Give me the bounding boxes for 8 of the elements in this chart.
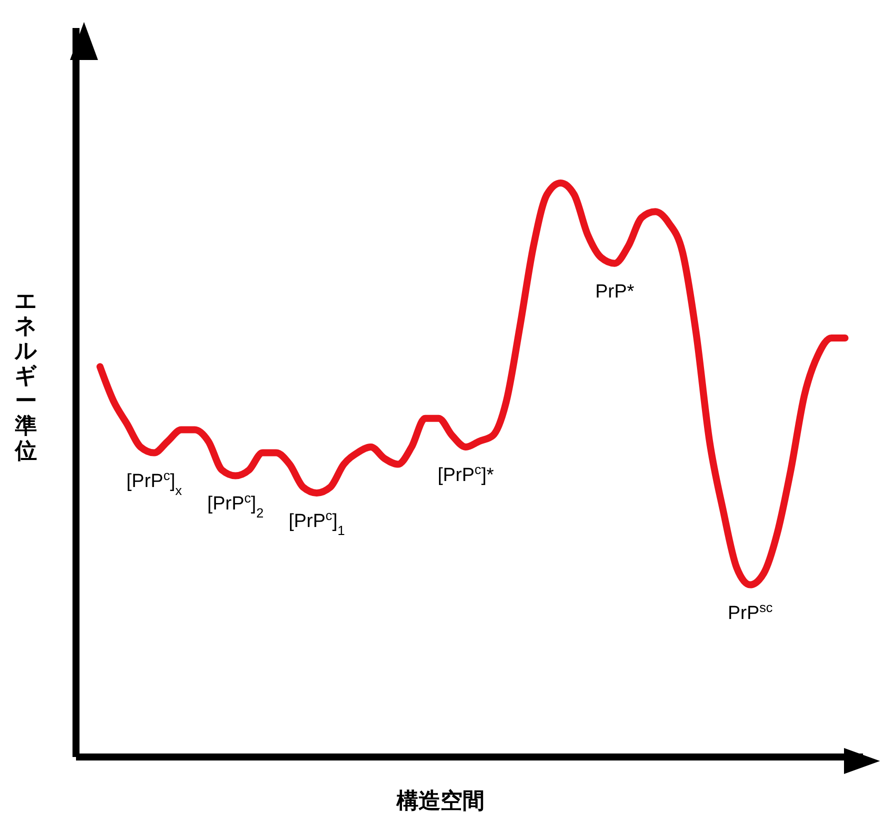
annotation: [PrP$^{c}$]$_{2}$ <box>207 490 264 520</box>
annotation: [PrP$^{c}$]* <box>438 462 494 486</box>
annotation: PrP* <box>595 281 635 302</box>
annotation: PrP$^{sc}$ <box>728 599 774 624</box>
annotation: [PrP$^{c}$]$_{x}$ <box>126 467 182 498</box>
y-axis-title: エネルギー準位 <box>14 288 38 463</box>
x-axis-title: 構造空間 <box>395 787 486 815</box>
annotation: [PrP$^{c}$]$_{1}$ <box>288 507 345 538</box>
